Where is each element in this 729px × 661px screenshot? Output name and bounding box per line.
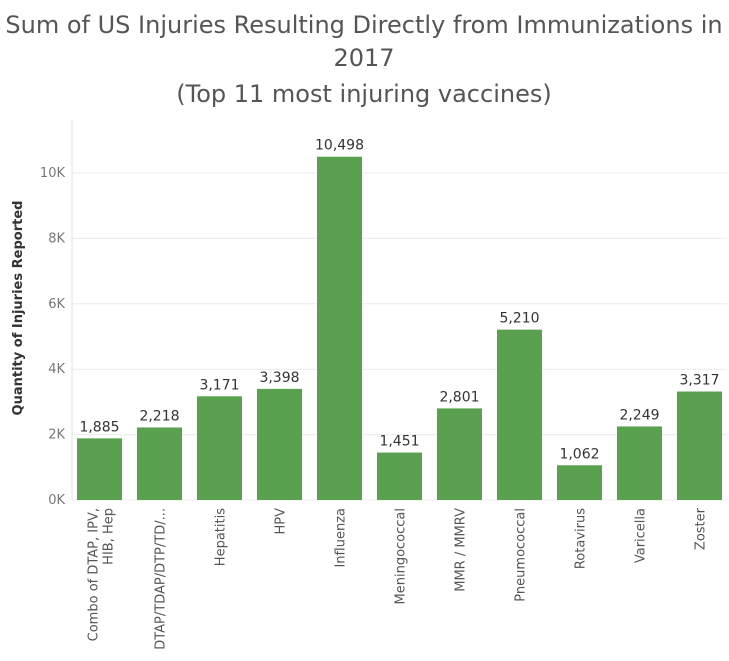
y-tick-label: 8K <box>48 231 65 246</box>
x-category-label: Rotavirus <box>574 508 589 569</box>
x-category-label-line: MMR / MMRV <box>454 508 469 592</box>
chart-title-line-1: Sum of US Injuries Resulting Directly fr… <box>5 11 722 39</box>
x-category-label-line: Meningococcal <box>394 508 409 604</box>
y-tick-label: 4K <box>48 362 65 377</box>
chart-title-line-2: 2017 <box>333 44 394 72</box>
x-category-label: HPV <box>274 508 289 535</box>
bar-value-label: 1,062 <box>559 446 599 462</box>
x-category-label-line: HPV <box>274 508 289 535</box>
x-category-label: Combo of DTAP, IPV, HIB, Hep <box>87 508 117 641</box>
x-category-label: Influenza <box>334 508 349 568</box>
x-category-label: MMR / MMRV <box>454 508 469 592</box>
bar-value-label: 2,249 <box>619 407 659 423</box>
x-category-label-line: Rotavirus <box>574 508 589 569</box>
y-tick-label: 0K <box>48 493 65 508</box>
bar-value-label: 3,398 <box>259 370 299 386</box>
y-tick-label: 10K <box>40 166 66 181</box>
x-category-label: Varicella <box>634 508 649 563</box>
x-category-label-line: Hepatitis <box>214 508 229 566</box>
bar-value-label: 1,451 <box>379 434 419 450</box>
bar-value-label: 1,885 <box>79 419 119 435</box>
bar <box>377 452 422 500</box>
bar <box>257 388 302 500</box>
bar <box>497 329 542 500</box>
x-category-label: Hepatitis <box>214 508 229 566</box>
bar-value-label: 3,171 <box>199 377 239 393</box>
bar <box>617 426 662 500</box>
bar-value-label: 3,317 <box>679 373 719 389</box>
bar-value-label: 2,801 <box>439 389 479 405</box>
bar-value-labels: 1,885 2,218 3,171 3,398 10,498 1,451 2,801 5,21… <box>79 138 719 463</box>
x-category-label: DTAP/TDAP/DTP/TD/... <box>154 508 169 650</box>
chart-title: Sum of US Injuries Resulting Directly fr… <box>5 11 722 108</box>
bar <box>77 438 122 500</box>
y-tick-label: 2K <box>48 428 65 443</box>
x-category-label-line: Pneumococcal <box>514 508 529 602</box>
x-category-label-line: Zoster <box>694 507 709 550</box>
x-category-label-line: HIB, Hep <box>102 508 117 565</box>
bar <box>317 156 362 500</box>
x-category-label: Pneumococcal <box>514 508 529 602</box>
x-category-label-line: Influenza <box>334 508 349 568</box>
y-tick-label: 6K <box>48 297 65 312</box>
bar-value-label: 2,218 <box>139 408 179 424</box>
y-axis-label: Quantity of Injuries Reported <box>11 201 26 416</box>
y-axis-ticks: 0K 2K 4K 6K 8K 10K <box>40 166 66 508</box>
bar-value-label: 5,210 <box>499 311 539 327</box>
x-category-label-line: Varicella <box>634 508 649 563</box>
bars <box>77 156 722 500</box>
bar-value-label: 10,498 <box>315 138 364 154</box>
x-axis-category-labels: Combo of DTAP, IPV, HIB, Hep DTAP/TDAP/DTP… <box>87 507 709 649</box>
bar <box>137 427 182 500</box>
bar <box>197 396 242 500</box>
bar <box>437 408 482 500</box>
x-category-label-line: DTAP/TDAP/DTP/TD/... <box>154 508 169 650</box>
x-category-label-line: Combo of DTAP, IPV, <box>87 508 102 641</box>
x-category-label: Zoster <box>694 507 709 550</box>
x-category-label: Meningococcal <box>394 508 409 604</box>
bar <box>557 465 602 500</box>
bar <box>677 391 722 500</box>
chart-subtitle: (Top 11 most injuring vaccines) <box>176 80 551 108</box>
